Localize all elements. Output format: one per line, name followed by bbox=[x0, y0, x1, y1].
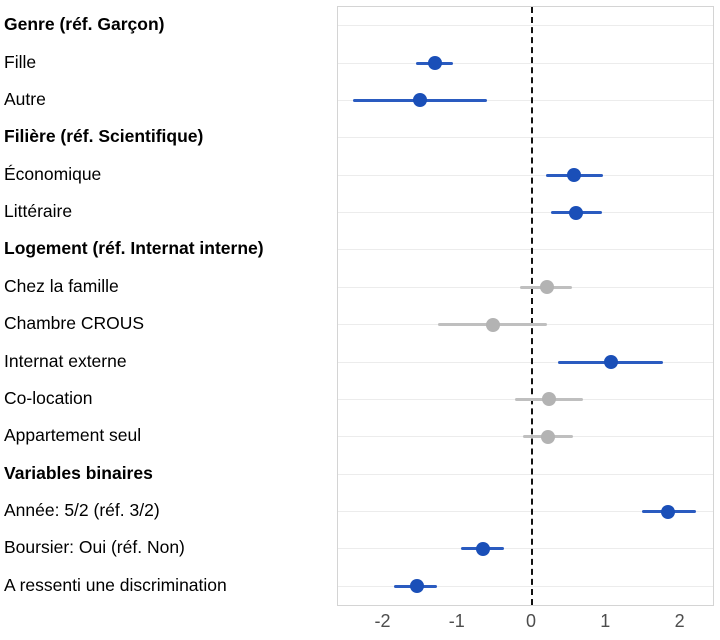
row-label: Littéraire bbox=[4, 201, 73, 222]
x-axis: -2 -1 0 1 2 bbox=[337, 606, 714, 640]
row-label: Boursier: Oui (réf. Non) bbox=[4, 537, 185, 558]
group-header-label: Genre (réf. Garçon) bbox=[4, 14, 165, 35]
estimate-point bbox=[541, 392, 556, 407]
plot-panel bbox=[337, 6, 714, 606]
gridline bbox=[338, 361, 713, 363]
row-label: Chambre CROUS bbox=[4, 313, 145, 334]
group-header-label: Logement (réf. Internat interne) bbox=[4, 238, 264, 259]
x-axis-tick-label: -1 bbox=[448, 611, 465, 631]
estimate-point bbox=[412, 93, 427, 108]
row-label: Co-location bbox=[4, 387, 93, 408]
x-axis-tick-label: 2 bbox=[674, 611, 685, 631]
gridline bbox=[338, 249, 713, 251]
gridline bbox=[338, 511, 713, 513]
x-axis-tick-label: -2 bbox=[374, 611, 391, 631]
row-label: Appartement seul bbox=[4, 425, 142, 446]
gridline bbox=[338, 62, 713, 64]
estimate-point bbox=[541, 429, 556, 444]
estimate-point bbox=[661, 504, 676, 519]
x-axis-tick-label: 1 bbox=[600, 611, 611, 631]
row-label: Économique bbox=[4, 163, 102, 184]
row-label: Autre bbox=[4, 88, 46, 109]
gridline bbox=[338, 212, 713, 214]
estimate-point bbox=[567, 168, 582, 183]
estimate-point bbox=[427, 56, 442, 71]
zero-reference-line bbox=[531, 7, 534, 605]
gridline bbox=[338, 174, 713, 176]
estimate-point bbox=[569, 205, 584, 220]
gridline bbox=[338, 585, 713, 587]
row-label: Chez la famille bbox=[4, 275, 119, 296]
row-label: Année: 5/2 (réf. 3/2) bbox=[4, 500, 160, 521]
x-axis-tick-label: 0 bbox=[526, 611, 537, 631]
estimate-point bbox=[475, 541, 490, 556]
estimate-point bbox=[409, 579, 424, 594]
estimate-point bbox=[486, 317, 501, 332]
gridline bbox=[338, 137, 713, 139]
gridline bbox=[338, 99, 713, 101]
group-header-label: Variables binaires bbox=[4, 462, 153, 483]
row-label-column: Genre (réf. Garçon) Fille Autre Filière (ré… bbox=[0, 0, 337, 640]
gridline bbox=[338, 473, 713, 475]
group-header-label: Filière (réf. Scientifique) bbox=[4, 126, 204, 147]
estimate-point bbox=[539, 280, 554, 295]
estimate-point bbox=[603, 355, 618, 370]
row-label: A ressenti une discrimination bbox=[4, 574, 227, 595]
gridline bbox=[338, 548, 713, 550]
row-label: Internat externe bbox=[4, 350, 127, 371]
gridline bbox=[338, 25, 713, 27]
row-label: Fille bbox=[4, 51, 37, 72]
